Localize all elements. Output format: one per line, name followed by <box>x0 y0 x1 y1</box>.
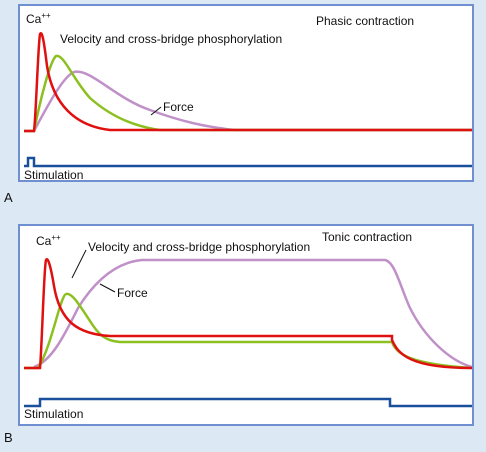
panel-a-velocity-curve <box>24 54 472 133</box>
panel-a-ca-label: Ca++ <box>26 11 51 26</box>
panel-a-ca-curve <box>24 31 472 133</box>
panel-b-tonic: Ca++ Velocity and cross-bridge phosphory… <box>18 224 474 426</box>
panel-b-stimulation-label: Stimulation <box>24 407 84 421</box>
panel-b-velocity-label: Velocity and cross-bridge phosphorylatio… <box>88 240 311 254</box>
panel-a-force-curve <box>24 70 472 133</box>
panel-b-force-label: Force <box>117 286 148 300</box>
panel-b-ca-label: Ca++ <box>36 233 61 248</box>
panel-b-stimulation-line <box>24 397 472 408</box>
panel-a-plot <box>24 31 472 168</box>
panel-b-letter: B <box>4 430 13 445</box>
panel-a-force-leader <box>150 106 162 116</box>
panel-a-stimulation-line <box>24 156 472 168</box>
panel-a-title: Phasic contraction <box>316 14 415 28</box>
panel-b-velocity-leader <box>71 249 87 279</box>
panel-a-stimulation-label: Stimulation <box>24 168 84 182</box>
panel-a-velocity-label: Velocity and cross-bridge phosphorylatio… <box>60 32 283 46</box>
panel-a-force-label: Force <box>163 100 194 114</box>
panel-b-title: Tonic contraction <box>322 230 413 244</box>
panel-b-ca-curve <box>24 257 473 370</box>
panel-a-letter: A <box>4 190 13 205</box>
panel-b-force-leader <box>99 283 116 293</box>
panel-a-phasic: Ca++ Velocity and cross-bridge phosphory… <box>18 4 474 182</box>
panel-b-force-curve <box>33 258 473 369</box>
panel-b-plot <box>24 249 473 408</box>
